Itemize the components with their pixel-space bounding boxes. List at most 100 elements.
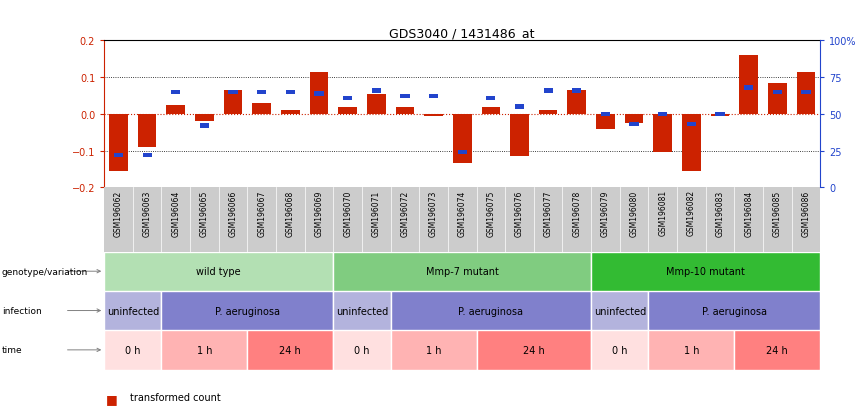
Bar bbox=[515, 105, 524, 109]
Bar bbox=[711, 114, 729, 116]
Bar bbox=[797, 72, 815, 114]
Bar bbox=[257, 90, 266, 95]
Bar bbox=[429, 95, 438, 99]
Bar bbox=[773, 90, 782, 95]
Bar bbox=[114, 154, 123, 158]
Bar bbox=[539, 111, 557, 114]
Bar bbox=[310, 72, 328, 114]
Text: 0 h: 0 h bbox=[354, 345, 370, 355]
Text: GSM196080: GSM196080 bbox=[629, 190, 639, 236]
Bar bbox=[138, 114, 156, 147]
Text: infection: infection bbox=[2, 306, 42, 315]
Bar bbox=[224, 91, 242, 114]
Bar bbox=[740, 56, 758, 114]
Text: GSM196081: GSM196081 bbox=[658, 190, 667, 236]
Title: GDS3040 / 1431486_at: GDS3040 / 1431486_at bbox=[390, 27, 535, 40]
Text: transformed count: transformed count bbox=[130, 392, 221, 402]
Text: GSM196084: GSM196084 bbox=[744, 190, 753, 236]
Text: GSM196070: GSM196070 bbox=[343, 190, 352, 236]
Bar bbox=[200, 124, 209, 128]
Text: 1 h: 1 h bbox=[684, 345, 699, 355]
Text: GSM196082: GSM196082 bbox=[687, 190, 696, 236]
Bar bbox=[104, 330, 161, 370]
Text: GSM196066: GSM196066 bbox=[228, 190, 238, 236]
Text: GSM196065: GSM196065 bbox=[200, 190, 209, 236]
Text: GSM196077: GSM196077 bbox=[543, 190, 553, 236]
Text: uninfected: uninfected bbox=[107, 306, 159, 316]
Bar bbox=[142, 154, 152, 158]
Text: time: time bbox=[2, 346, 23, 354]
Bar bbox=[543, 89, 553, 93]
Bar bbox=[601, 112, 610, 117]
Text: GSM196075: GSM196075 bbox=[486, 190, 496, 236]
Bar bbox=[682, 114, 700, 171]
Bar bbox=[477, 330, 591, 370]
Bar bbox=[457, 150, 467, 155]
Text: GSM196076: GSM196076 bbox=[515, 190, 524, 236]
Text: P. aeruginosa: P. aeruginosa bbox=[702, 306, 766, 316]
Bar bbox=[171, 90, 181, 95]
Bar bbox=[391, 330, 477, 370]
Bar bbox=[161, 291, 333, 330]
Bar bbox=[658, 112, 667, 117]
Bar bbox=[333, 291, 391, 330]
Bar bbox=[367, 95, 385, 114]
Text: GSM196068: GSM196068 bbox=[286, 190, 295, 236]
Bar bbox=[625, 114, 643, 124]
Bar bbox=[167, 105, 185, 114]
Bar bbox=[596, 114, 615, 129]
Text: Mmp-10 mutant: Mmp-10 mutant bbox=[667, 266, 745, 277]
Bar bbox=[372, 89, 381, 93]
Text: GSM196067: GSM196067 bbox=[257, 190, 266, 236]
Bar bbox=[453, 114, 471, 164]
Bar bbox=[333, 330, 391, 370]
Text: uninfected: uninfected bbox=[336, 306, 388, 316]
Bar bbox=[314, 92, 324, 96]
Text: 24 h: 24 h bbox=[766, 345, 788, 355]
Text: GSM196086: GSM196086 bbox=[801, 190, 811, 236]
Bar bbox=[591, 252, 820, 291]
Text: 24 h: 24 h bbox=[523, 345, 545, 355]
Bar bbox=[687, 123, 696, 127]
Text: genotype/variation: genotype/variation bbox=[2, 267, 88, 276]
Bar bbox=[744, 86, 753, 90]
Bar bbox=[715, 112, 725, 117]
Text: GSM196071: GSM196071 bbox=[372, 190, 381, 236]
Bar bbox=[424, 114, 443, 116]
Bar bbox=[572, 89, 582, 93]
Text: GSM196079: GSM196079 bbox=[601, 190, 610, 236]
Text: Mmp-7 mutant: Mmp-7 mutant bbox=[426, 266, 498, 277]
Text: P. aeruginosa: P. aeruginosa bbox=[458, 306, 523, 316]
Text: GSM196063: GSM196063 bbox=[142, 190, 152, 236]
Bar bbox=[109, 114, 128, 171]
Text: uninfected: uninfected bbox=[594, 306, 646, 316]
Text: wild type: wild type bbox=[196, 266, 241, 277]
Text: GSM196069: GSM196069 bbox=[314, 190, 324, 236]
Text: 1 h: 1 h bbox=[426, 345, 441, 355]
Bar bbox=[228, 90, 238, 95]
Bar bbox=[568, 91, 586, 114]
Text: 1 h: 1 h bbox=[197, 345, 212, 355]
Text: GSM196064: GSM196064 bbox=[171, 190, 181, 236]
Bar bbox=[486, 96, 496, 101]
Bar bbox=[629, 123, 639, 127]
Text: P. aeruginosa: P. aeruginosa bbox=[215, 306, 279, 316]
Bar bbox=[286, 90, 295, 95]
Text: GSM196074: GSM196074 bbox=[457, 190, 467, 236]
Text: GSM196072: GSM196072 bbox=[400, 190, 410, 236]
Bar bbox=[195, 114, 214, 122]
Bar bbox=[648, 330, 734, 370]
Text: GSM196085: GSM196085 bbox=[773, 190, 782, 236]
Text: ■: ■ bbox=[106, 392, 118, 405]
Bar bbox=[591, 330, 648, 370]
Text: GSM196073: GSM196073 bbox=[429, 190, 438, 236]
Bar bbox=[510, 114, 529, 157]
Bar bbox=[591, 291, 648, 330]
Bar bbox=[333, 252, 591, 291]
Text: GSM196062: GSM196062 bbox=[114, 190, 123, 236]
Bar bbox=[768, 83, 786, 114]
Bar bbox=[648, 291, 820, 330]
Text: 0 h: 0 h bbox=[612, 345, 628, 355]
Bar bbox=[339, 107, 357, 114]
Bar bbox=[734, 330, 820, 370]
